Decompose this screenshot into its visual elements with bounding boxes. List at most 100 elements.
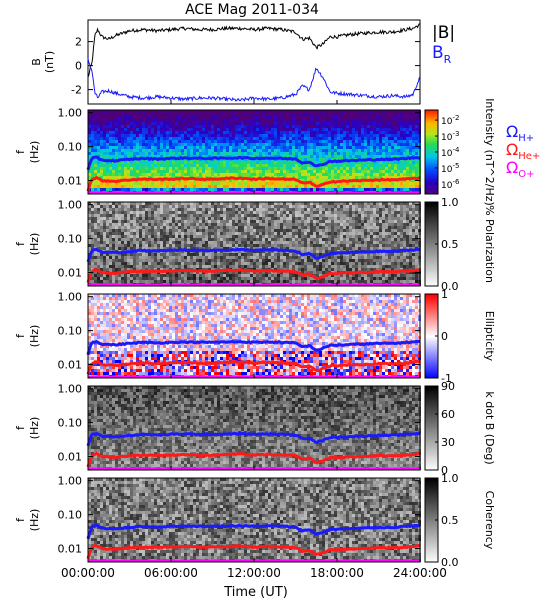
heatmap-cell [325, 241, 328, 244]
heatmap-cell [304, 217, 307, 220]
heatmap-cell [130, 232, 133, 235]
heatmap-cell [316, 211, 319, 214]
heatmap-cell [139, 164, 142, 167]
heatmap-cell [361, 155, 364, 158]
heatmap-cell [301, 208, 304, 211]
heatmap-cell [178, 217, 181, 220]
heatmap-cell [223, 241, 226, 244]
heatmap-cell [121, 185, 124, 188]
heatmap-cell [334, 134, 337, 137]
heatmap-cell [127, 247, 130, 250]
heatmap-cell [229, 188, 232, 191]
heatmap-cell [286, 128, 289, 131]
heatmap-cell [382, 211, 385, 214]
heatmap-cell [142, 211, 145, 214]
heatmap-cell [154, 167, 157, 170]
heatmap-cell [121, 137, 124, 140]
heatmap-cell [361, 185, 364, 188]
heatmap-cell [400, 229, 403, 232]
heatmap-cell [286, 134, 289, 137]
heatmap-cell [124, 188, 127, 191]
heatmap-cell [202, 116, 205, 119]
heatmap-cell [343, 143, 346, 146]
heatmap-cell [103, 122, 106, 125]
heatmap-cell [223, 244, 226, 247]
heatmap-cell [406, 188, 409, 191]
heatmap-cell [331, 220, 334, 223]
heatmap-cell [322, 247, 325, 250]
heatmap-cell [157, 241, 160, 244]
heatmap-cell [253, 208, 256, 211]
heatmap-cell [352, 223, 355, 226]
heatmap-cell [280, 185, 283, 188]
heatmap-cell [112, 116, 115, 119]
heatmap-cell [109, 116, 112, 119]
heatmap-cell [331, 137, 334, 140]
heatmap-cell [385, 140, 388, 143]
heatmap-cell [157, 229, 160, 232]
heatmap-cell [181, 241, 184, 244]
heatmap-cell [385, 125, 388, 128]
heatmap-cell [205, 146, 208, 149]
heatmap-cell [139, 226, 142, 229]
heatmap-cell [403, 214, 406, 217]
heatmap-cell [232, 238, 235, 241]
heatmap-cell [91, 226, 94, 229]
heatmap-cell [97, 152, 100, 155]
heatmap-cell [319, 116, 322, 119]
heatmap-cell [109, 241, 112, 244]
heatmap-cell [388, 143, 391, 146]
heatmap-cell [325, 188, 328, 191]
heatmap-cell [256, 229, 259, 232]
heatmap-cell [139, 188, 142, 191]
heatmap-cell [169, 226, 172, 229]
heatmap-cell [250, 185, 253, 188]
heatmap-cell [277, 131, 280, 134]
heatmap-cell [256, 152, 259, 155]
heatmap-cell [244, 161, 247, 164]
heatmap-cell [322, 208, 325, 211]
heatmap-cell [187, 185, 190, 188]
heatmap-cell [289, 232, 292, 235]
heatmap-cell [136, 223, 139, 226]
heatmap-cell [355, 122, 358, 125]
heatmap-cell [178, 241, 181, 244]
heatmap-cell [400, 241, 403, 244]
heatmap-cell [292, 223, 295, 226]
heatmap-cell [253, 185, 256, 188]
heatmap-cell [154, 205, 157, 208]
legend-absb: |B| [432, 23, 455, 43]
heatmap-cell [112, 208, 115, 211]
heatmap-cell [94, 146, 97, 149]
heatmap-cell [304, 149, 307, 152]
heatmap-cell [391, 211, 394, 214]
heatmap-cell [160, 146, 163, 149]
heatmap-cell [265, 152, 268, 155]
heatmap-cell [235, 134, 238, 137]
heatmap-cell [370, 182, 373, 185]
heatmap-cell [112, 205, 115, 208]
heatmap-cell [361, 116, 364, 119]
heatmap-cell [97, 167, 100, 170]
heatmap-cell [205, 211, 208, 214]
heatmap-cell [103, 188, 106, 191]
heatmap-cell [295, 122, 298, 125]
heatmap-cell [289, 182, 292, 185]
heatmap-cell [118, 244, 121, 247]
heatmap-cell [241, 125, 244, 128]
heatmap-cell [301, 146, 304, 149]
heatmap-cell [301, 223, 304, 226]
heatmap-cell [181, 188, 184, 191]
heatmap-cell [358, 232, 361, 235]
heatmap-cell [412, 185, 415, 188]
heatmap-cell [253, 229, 256, 232]
heatmap-cell [268, 232, 271, 235]
heatmap-cell [310, 131, 313, 134]
heatmap-cell [211, 143, 214, 146]
heatmap-cell [400, 113, 403, 116]
heatmap-cell [319, 119, 322, 122]
heatmap-cell [229, 170, 232, 173]
heatmap-cell [214, 185, 217, 188]
heatmap-cell [379, 188, 382, 191]
heatmap-cell [352, 188, 355, 191]
